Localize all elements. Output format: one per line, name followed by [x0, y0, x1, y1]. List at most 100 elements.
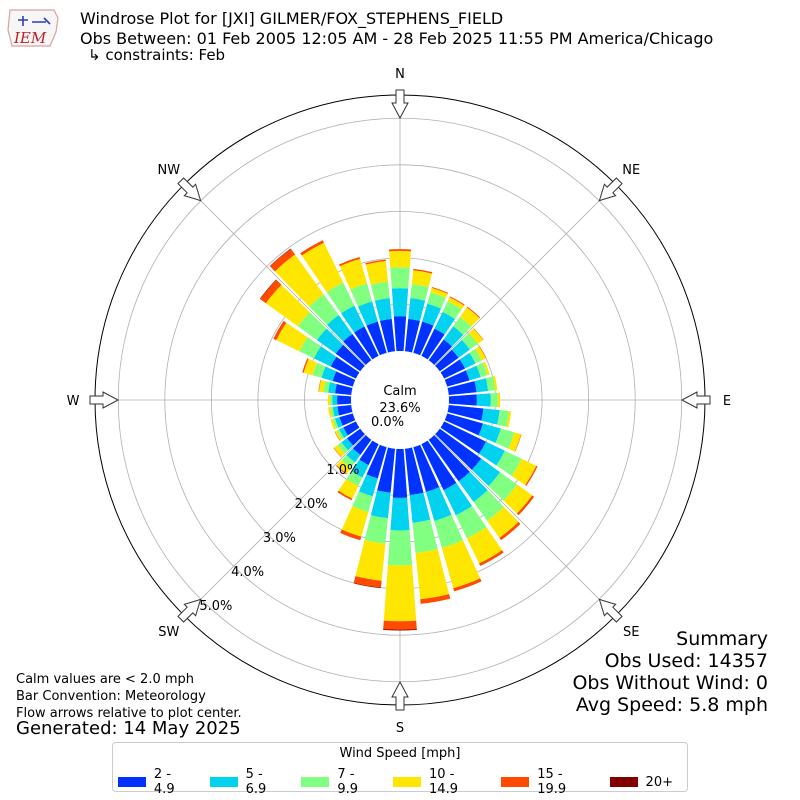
windrose-bar: [440, 359, 466, 379]
windrose-bar: [410, 284, 429, 301]
windrose-bar: [435, 349, 459, 372]
windrose-bar: [358, 474, 378, 497]
windrose-bar: [428, 435, 470, 482]
obs-used: Obs Used: 14357: [604, 650, 768, 672]
windrose-bar: [330, 419, 337, 430]
windrose-bar: [323, 381, 330, 393]
windrose-bar: [312, 362, 326, 378]
windrose-bar: [421, 440, 457, 491]
legend-item: 15 - 19.9: [501, 767, 595, 797]
windrose-bars: [259, 240, 538, 631]
windrose-bar: [449, 296, 465, 306]
windrose-bar: [453, 578, 482, 592]
windrose-bar: [426, 487, 452, 522]
windrose-bar: [448, 394, 477, 406]
windrose-bar: [330, 356, 360, 379]
windrose-bar: [270, 248, 296, 272]
compass-label: NE: [622, 163, 640, 178]
windrose-bar: [333, 444, 345, 457]
windrose-bar: [492, 375, 498, 391]
windrose-bar: [409, 492, 431, 523]
windrose-bar: [490, 392, 498, 408]
windrose-bar: [350, 283, 373, 307]
windrose-bar: [421, 328, 445, 360]
windrose-bar: [393, 316, 407, 352]
windrose-bar: [404, 318, 421, 353]
arrow-shape: [680, 391, 711, 409]
chart-subtitle: Obs Between: 01 Feb 2005 12:05 AM - 28 F…: [80, 29, 714, 48]
angular-gridline: [184, 184, 366, 366]
windrose-bar: [525, 465, 538, 486]
calm-note: Calm values are < 2.0 mph: [16, 672, 195, 687]
windrose-bar: [497, 410, 509, 427]
windrose-bar: [412, 519, 438, 553]
windrose-bar: [318, 379, 321, 392]
windrose-bar: [332, 406, 339, 417]
compass-arrow: [598, 177, 623, 202]
windrose-bar: [353, 576, 382, 588]
windrose-bar: [328, 407, 333, 418]
compass-label: N: [395, 67, 405, 82]
windrose-bar: [370, 490, 391, 519]
legend-label: 15 - 19.9: [537, 767, 567, 797]
windrose-bar: [447, 297, 465, 310]
compass-label: E: [723, 394, 731, 409]
windrose-bar: [431, 287, 449, 294]
windrose-bar: [365, 259, 386, 265]
windrose-bar: [346, 448, 361, 463]
windrose-bar: [390, 497, 410, 531]
compass-arrow: [391, 89, 409, 120]
windrose-bar: [335, 465, 347, 475]
windrose-bar: [333, 447, 342, 458]
windrose-bar: [338, 479, 359, 499]
windrose-bar: [478, 423, 501, 443]
radial-tick-label: 3.0%: [263, 531, 296, 546]
windrose-bar: [506, 411, 512, 428]
legend-item: 5 - 6.9: [209, 767, 288, 797]
windrose-bar: [343, 333, 372, 365]
windrose-bar: [495, 428, 515, 449]
windrose-bar: [435, 428, 482, 470]
legend-swatch: [393, 777, 422, 787]
windrose-bar: [336, 460, 351, 474]
windrose-bar: [391, 288, 409, 317]
windrose-bar: [413, 268, 433, 274]
windrose-bar: [334, 430, 343, 441]
windrose-bar: [347, 428, 365, 446]
legend-label: 5 - 6.9: [245, 767, 267, 797]
legend-item: 2 - 4.9: [118, 767, 196, 797]
windrose-bar: [413, 444, 440, 492]
windrose-bar: [300, 240, 324, 256]
windrose-bar: [339, 413, 356, 426]
legend-item: 10 - 14.9: [393, 767, 487, 797]
windrose-bar: [415, 549, 450, 600]
calm-circle: [351, 351, 449, 449]
iem-logo: IEM: [6, 6, 62, 50]
windrose-bar: [485, 376, 496, 392]
windrose-bar: [474, 378, 489, 393]
windrose-bar: [366, 444, 387, 479]
windrose-bar: [430, 287, 448, 298]
windrose-bar: [330, 406, 335, 418]
windrose-bar: [341, 305, 365, 333]
legend-swatch: [501, 777, 530, 787]
windrose-bar: [276, 322, 308, 352]
windrose-bar: [511, 458, 537, 486]
windrose-bar: [453, 316, 472, 335]
windrose-bar: [328, 382, 337, 394]
windrose-bar: [496, 450, 522, 476]
windrose-bar: [366, 321, 387, 356]
windrose-bar: [273, 320, 287, 341]
windrose-bar: [332, 418, 339, 429]
windrose-bar: [440, 421, 487, 454]
arrow-shape: [177, 177, 202, 202]
windrose-bar: [354, 326, 379, 360]
windrose-bar: [466, 527, 503, 564]
windrose-bar: [447, 404, 484, 421]
windrose-bar: [383, 628, 417, 631]
windrose-bar: [332, 395, 338, 405]
radial-tick-label: 1.0%: [326, 463, 359, 478]
compass-label: W: [67, 394, 80, 409]
legend-label: 10 - 14.9: [429, 767, 458, 797]
